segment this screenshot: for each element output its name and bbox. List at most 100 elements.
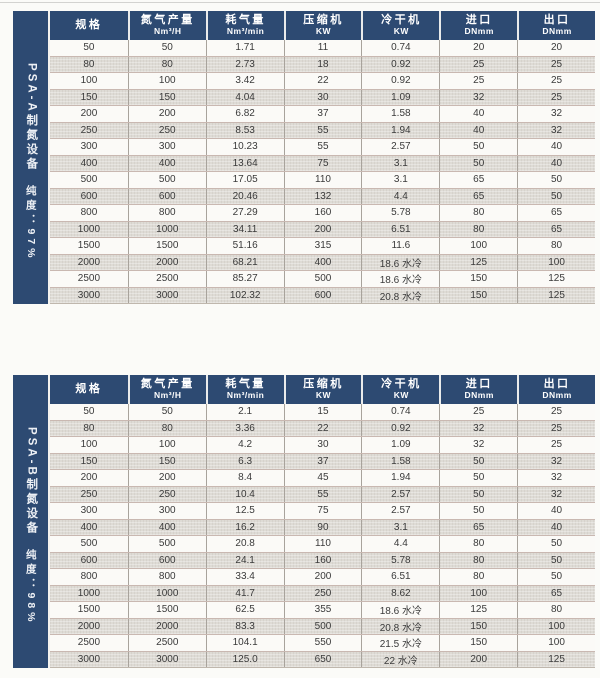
table-cell: 80 [439, 552, 517, 568]
table-row: 100 100 3.42 22 0.92 25 25 [50, 72, 595, 89]
table-cell: 16.2 [205, 519, 284, 535]
column-label: 耗气量 [225, 13, 266, 26]
table-cell: 1.09 [361, 437, 439, 453]
column-header: 压缩机 KW [283, 11, 362, 40]
table-cell: 2500 [77, 273, 101, 285]
table-row: 2000 2000 83.3 500 20.8 水冷 150 100 [50, 617, 595, 634]
table-cell: 160 [283, 205, 362, 221]
table-cell: 100 [127, 73, 206, 89]
column-unit: KW [315, 390, 332, 401]
table-cell: 65 [517, 205, 595, 221]
table-cell: 125.0 [205, 651, 284, 667]
table-cell: 400 [127, 155, 206, 171]
table-cell: 4.2 [205, 437, 284, 453]
table-cell: 2500 [77, 637, 101, 649]
table-cell: 50 [517, 172, 595, 188]
table-cell: 55 [283, 486, 362, 502]
table-cell: 32 [439, 420, 517, 436]
purity-label: 纯度：98% [24, 548, 37, 626]
table-cell: 40 [439, 106, 517, 122]
table-cell: 80 [439, 536, 517, 552]
table-cell: 800 [80, 571, 98, 583]
table-row: 3000 3000 102.32 600 20.8 水冷 150 125 [50, 286, 595, 303]
table-cell: 500 [127, 536, 206, 552]
table-cell: 2000 [127, 254, 206, 270]
table-cell: 40 [517, 155, 595, 171]
table-cell: 2500 [127, 635, 206, 651]
table-cell: 0.74 [361, 404, 439, 420]
table-cell: 25 [439, 56, 517, 72]
table-row: 2500 2500 85.27 500 18.6 水冷 150 125 [50, 270, 595, 287]
column-label: 氮气产量 [140, 13, 195, 26]
table-cell: 80 [127, 56, 206, 72]
table-cell: 83.3 [205, 618, 284, 634]
table-cell: 500 [80, 174, 98, 186]
table-cell: 32 [517, 106, 595, 122]
table-cell: 300 [80, 505, 98, 517]
table-cell: 125 [439, 602, 517, 618]
table-cell: 21.5 水冷 [361, 635, 439, 651]
table-cell: 200 [127, 106, 206, 122]
table-cell: 125 [517, 271, 595, 287]
column-header: 耗气量 Nm³/min [205, 375, 284, 404]
table-cell: 100 [80, 439, 98, 451]
table-cell: 25 [517, 420, 595, 436]
table-cell: 1500 [127, 602, 206, 618]
table-cell: 8.62 [361, 585, 439, 601]
table-cell: 80 [127, 420, 206, 436]
table-cell: 65 [439, 519, 517, 535]
table-cell: 45 [283, 470, 362, 486]
table-cell: 32 [517, 470, 595, 486]
table-cell: 1000 [77, 223, 101, 235]
table-row: 80 80 2.73 18 0.92 25 25 [50, 55, 595, 72]
table-cell: 150 [439, 618, 517, 634]
table-cell: 32 [517, 453, 595, 469]
table-cell: 50 [439, 486, 517, 502]
table-cell: 40 [439, 122, 517, 138]
column-header: 出口 DNmm [517, 11, 595, 40]
table-cell: 50 [83, 406, 95, 418]
table-cell: 6.51 [361, 221, 439, 237]
table-cell: 150 [80, 455, 98, 467]
table-cell: 2000 [77, 256, 101, 268]
table-row: 1000 1000 41.7 250 8.62 100 65 [50, 584, 595, 601]
table-row: 3000 3000 125.0 650 22 水冷 200 125 [50, 650, 595, 667]
table-cell: 6.51 [361, 569, 439, 585]
table-cell: 6.82 [205, 106, 284, 122]
table-cell: 132 [283, 188, 362, 204]
table-cell: 800 [127, 205, 206, 221]
table-cell: 30 [283, 437, 362, 453]
column-label: 出口 [543, 13, 571, 26]
table-cell: 41.7 [205, 585, 284, 601]
table-cell: 50 [517, 569, 595, 585]
table-cell: 2.1 [205, 404, 284, 420]
table-cell: 300 [127, 503, 206, 519]
table-cell: 300 [80, 141, 98, 153]
table-cell: 250 [80, 124, 98, 136]
table-cell: 55 [283, 122, 362, 138]
table-cell: 50 [439, 139, 517, 155]
table-cell: 50 [517, 536, 595, 552]
table-cell: 20.8 水冷 [361, 618, 439, 634]
table-cell: 500 [80, 538, 98, 550]
column-header: 压缩机 KW [283, 375, 362, 404]
column-label: 规格 [75, 382, 103, 395]
column-label: 进口 [465, 13, 493, 26]
table-cell: 8.4 [205, 470, 284, 486]
psa-b-table-panel: PSA-B制氮设备 纯度：98% 规格 氮气产量 Nm³/H 耗气量 Nm³/min 压缩… [13, 375, 595, 668]
column-label: 耗气量 [225, 377, 266, 390]
column-label: 氮气产量 [140, 377, 195, 390]
table-cell: 3000 [77, 653, 101, 665]
table-cell: 50 [127, 404, 206, 420]
table-cell: 90 [283, 519, 362, 535]
table-cell: 80 [83, 58, 95, 70]
table-cell: 100 [517, 635, 595, 651]
table-cell: 1.71 [205, 40, 284, 56]
table-cell: 34.11 [205, 221, 284, 237]
table-cell: 100 [80, 75, 98, 87]
psa-b-sidebar: PSA-B制氮设备 纯度：98% [13, 375, 50, 668]
table-cell: 13.64 [205, 155, 284, 171]
table-cell: 0.92 [361, 73, 439, 89]
table-row: 250 250 8.53 55 1.94 40 32 [50, 121, 595, 138]
table-cell: 1500 [127, 238, 206, 254]
